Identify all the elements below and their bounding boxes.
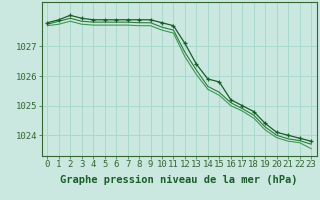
X-axis label: Graphe pression niveau de la mer (hPa): Graphe pression niveau de la mer (hPa) (60, 175, 298, 185)
